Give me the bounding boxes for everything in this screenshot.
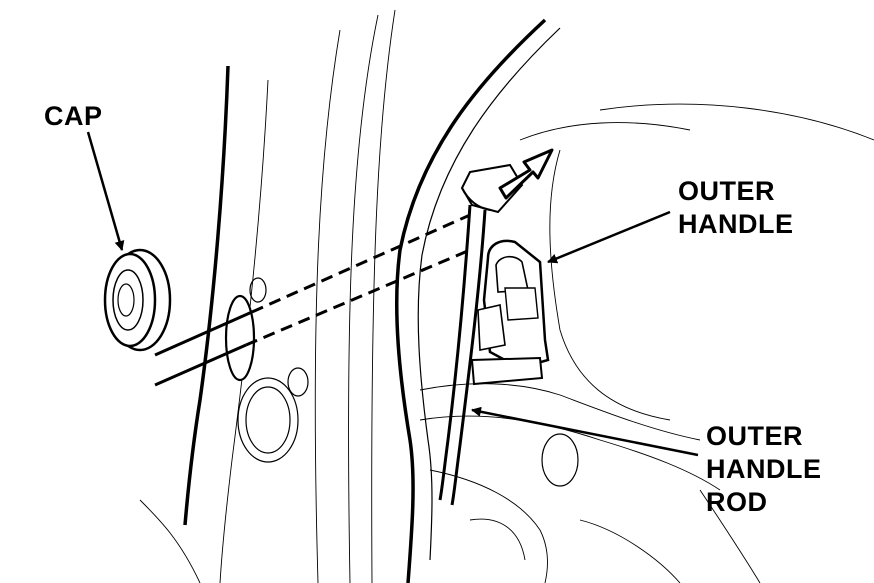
door-frame-outer [394, 18, 547, 583]
access-hole [224, 294, 256, 382]
door-frame-inner [417, 27, 561, 561]
rod-clip-shape [460, 163, 524, 214]
outer-handle-rod-shape [438, 204, 487, 506]
outer-handle-shape [470, 239, 550, 386]
cap-leader [86, 131, 125, 251]
tool-shaft [154, 213, 471, 387]
motion-arrow [498, 148, 554, 200]
door-panel-contours [139, 9, 874, 583]
outer-handle-rod-label: OUTER HANDLE ROD [706, 421, 822, 517]
cap-label: CAP [44, 101, 103, 131]
cap-shape [103, 248, 172, 352]
outer-handle-leader [547, 210, 671, 264]
outer-handle-rod-leader [471, 406, 699, 457]
inner-panel-holes [237, 277, 579, 487]
door-edge-left [183, 65, 230, 526]
outer-handle-label: OUTER HANDLE [678, 176, 794, 239]
